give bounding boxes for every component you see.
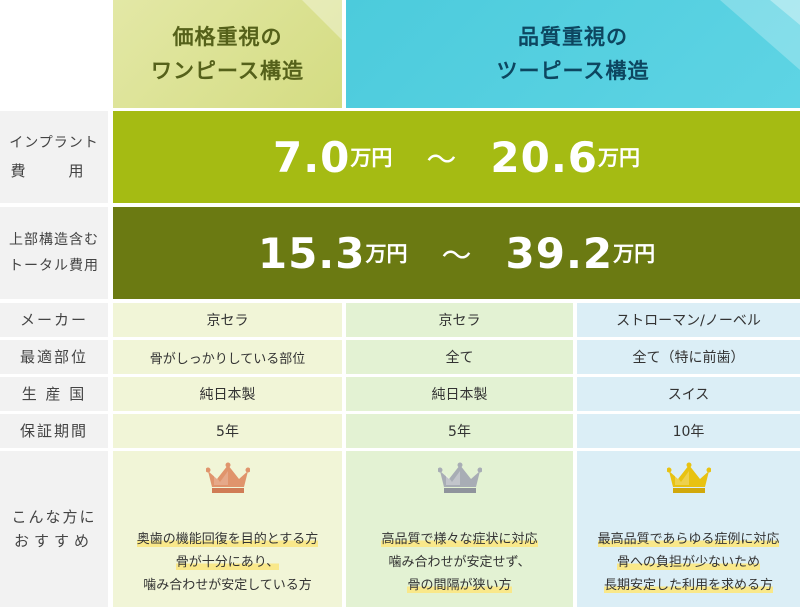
header-one-piece-line2: ワンピース構造 xyxy=(151,59,304,83)
recommend-col3-line1: 最高品質であらゆる症例に対応 xyxy=(597,531,780,547)
recommend-col3-text: 最高品質であらゆる症例に対応 骨への負担が少ないため 長期安定した利用を求める方 xyxy=(597,528,780,597)
row-country-col3: スイス xyxy=(577,377,800,411)
recommend-col1-line1: 奥歯の機能回復を目的とする方 xyxy=(136,531,319,547)
total-cost-max-unit: 万円 xyxy=(613,242,656,266)
recommend-col1-line3: 噛み合わせが安定している方 xyxy=(143,577,312,593)
header-two-piece-line2: ツーピース構造 xyxy=(496,59,650,83)
recommend-label-line1: こんな方に xyxy=(11,508,97,526)
row-maker-col1: 京セラ xyxy=(113,303,342,337)
implant-cost-label-line2: 費 用 xyxy=(10,162,98,180)
total-cost-separator: 〜 xyxy=(441,239,472,274)
header-two-piece-line1: 品質重視の xyxy=(518,25,628,49)
row-site-col1: 骨がしっかりしている部位 xyxy=(113,340,342,374)
total-cost-min: 15.3 xyxy=(257,228,366,278)
row-site-label: 最適部位 xyxy=(0,340,108,374)
implant-cost-max: 20.6 xyxy=(490,132,599,182)
row-maker-label: メーカー xyxy=(0,303,108,337)
recommend-col2-line2: 噛み合わせが安定せず、 xyxy=(388,554,531,570)
implant-cost-min: 7.0 xyxy=(272,132,351,182)
recommend-col2-line1: 高品質で様々な症状に対応 xyxy=(381,531,538,547)
total-cost-max: 39.2 xyxy=(505,228,614,278)
implant-cost-label-line1: インプラント xyxy=(9,135,99,151)
recommend-col2-line3: 骨の間隔が狭い方 xyxy=(407,577,512,593)
row-country-label: 生 産 国 xyxy=(0,377,108,411)
row-site-col3: 全て（特に前歯） xyxy=(577,340,800,374)
row-warranty-label: 保証期間 xyxy=(0,414,108,448)
recommend-col1-text: 奥歯の機能回復を目的とする方 骨が十分にあり、 噛み合わせが安定している方 xyxy=(136,528,319,597)
total-cost-label-line2: トータル費用 xyxy=(9,258,99,274)
total-cost-band: 15.3 万円 〜 39.2 万円 xyxy=(113,207,800,299)
bronze-crown-icon xyxy=(205,462,250,493)
recommend-col2: 高品質で様々な症状に対応 噛み合わせが安定せず、 骨の間隔が狭い方 xyxy=(346,451,573,607)
total-cost-label: 上部構造含む トータル費用 xyxy=(0,207,108,299)
implant-cost-max-unit: 万円 xyxy=(598,146,641,170)
implant-cost-min-unit: 万円 xyxy=(350,146,393,170)
total-cost-label-line1: 上部構造含む xyxy=(9,232,99,248)
header-spacer xyxy=(0,0,113,108)
header-shine-decoration xyxy=(720,0,800,70)
recommend-col3-line3: 長期安定した利用を求める方 xyxy=(603,577,773,593)
header-two-piece: 品質重視の ツーピース構造 xyxy=(346,0,800,108)
recommend-col3: 最高品質であらゆる症例に対応 骨への負担が少ないため 長期安定した利用を求める方 xyxy=(577,451,800,607)
row-site-col2: 全て xyxy=(346,340,573,374)
recommend-label: こんな方に おすすめ xyxy=(0,451,108,607)
total-cost-min-unit: 万円 xyxy=(365,242,408,266)
recommend-col1: 奥歯の機能回復を目的とする方 骨が十分にあり、 噛み合わせが安定している方 xyxy=(113,451,342,607)
header-one-piece: 価格重視の ワンピース構造 xyxy=(113,0,342,108)
implant-cost-band: 7.0 万円 〜 20.6 万円 xyxy=(113,111,800,203)
row-warranty-col2: 5年 xyxy=(346,414,573,448)
implant-cost-separator: 〜 xyxy=(426,143,457,178)
gold-crown-icon xyxy=(666,462,711,493)
header-one-piece-line1: 価格重視の xyxy=(172,25,283,49)
implant-cost-label: インプラント 費 用 xyxy=(0,111,108,203)
row-country-col2: 純日本製 xyxy=(346,377,573,411)
row-warranty-col1: 5年 xyxy=(113,414,342,448)
recommend-col2-text: 高品質で様々な症状に対応 噛み合わせが安定せず、 骨の間隔が狭い方 xyxy=(381,528,538,597)
row-country-col1: 純日本製 xyxy=(113,377,342,411)
row-maker-col2: 京セラ xyxy=(346,303,573,337)
silver-crown-icon xyxy=(437,462,482,493)
recommend-col3-line2: 骨への負担が少ないため xyxy=(616,554,760,570)
row-warranty-col3: 10年 xyxy=(577,414,800,448)
recommend-label-line2: おすすめ xyxy=(13,532,94,550)
recommend-col1-line2: 骨が十分にあり、 xyxy=(175,554,280,570)
row-maker-col3: ストローマン/ノーベル xyxy=(577,303,800,337)
